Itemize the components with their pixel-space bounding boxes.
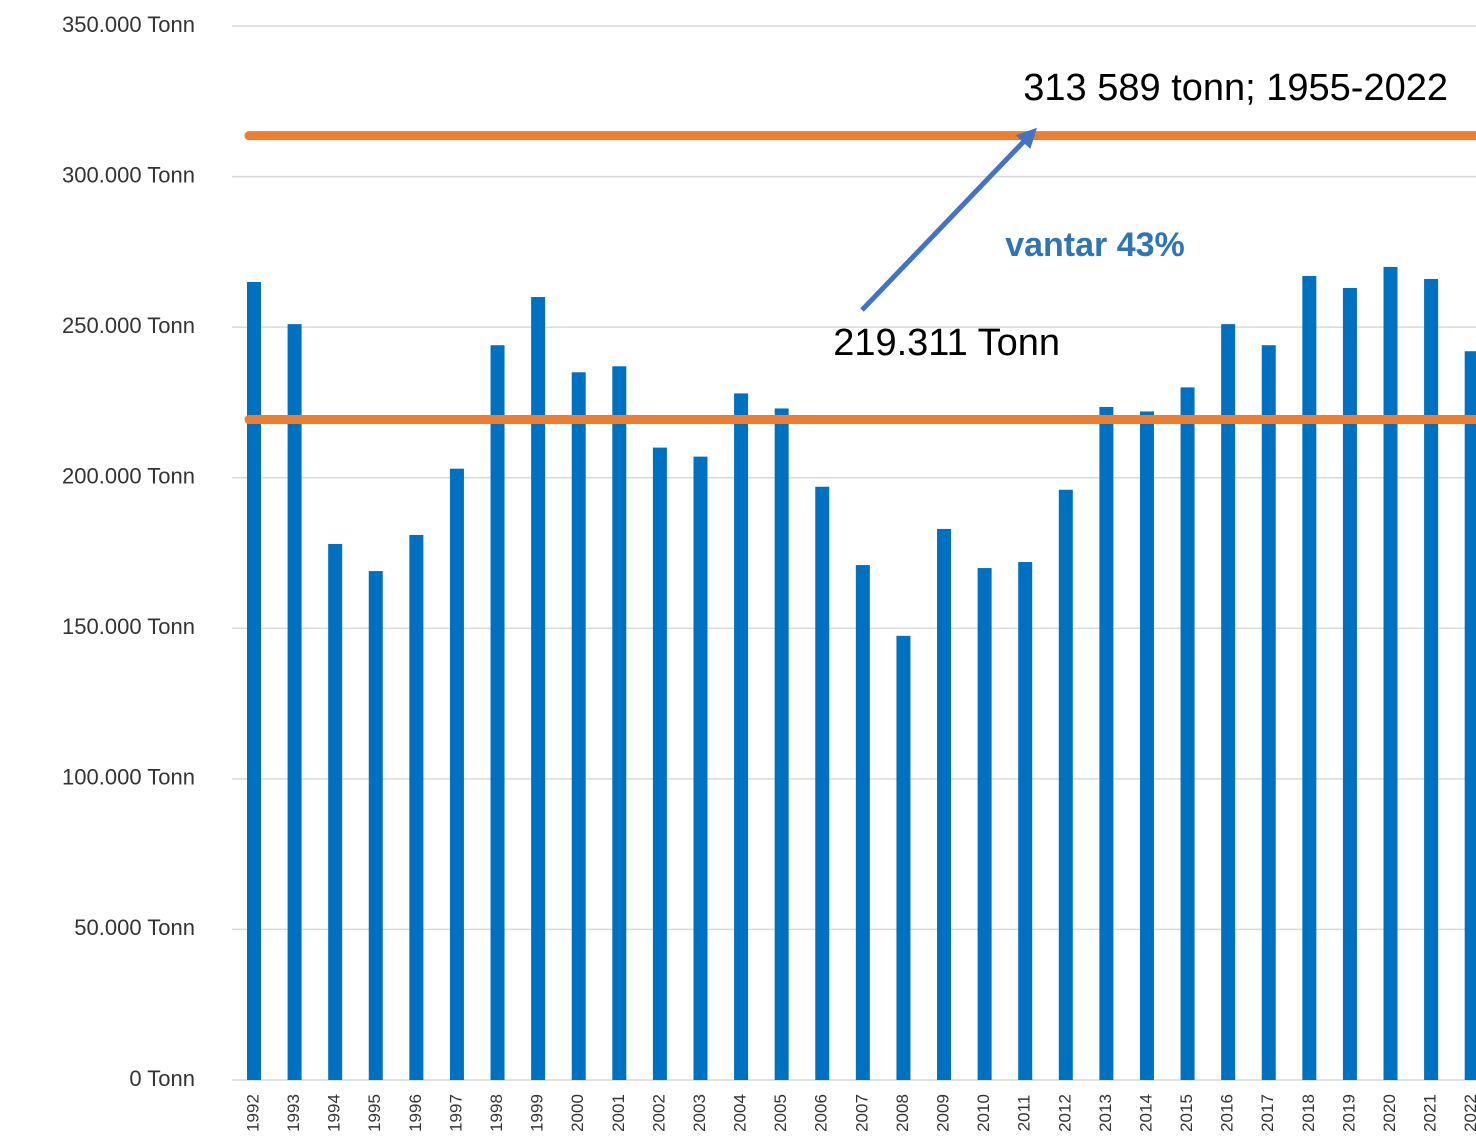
x-tick-label: 2008 xyxy=(893,1094,912,1132)
x-tick-label: 2015 xyxy=(1177,1094,1196,1132)
bar xyxy=(1464,351,1476,1081)
x-tick-label: 2000 xyxy=(568,1094,587,1132)
x-tick-label: 2005 xyxy=(771,1094,790,1132)
bar xyxy=(571,372,586,1080)
x-tick-label: 2002 xyxy=(649,1094,668,1132)
x-tick-label: 2013 xyxy=(1096,1094,1115,1132)
bar xyxy=(774,408,789,1080)
y-tick-label: 0 Tonn xyxy=(129,1066,195,1091)
y-tick-label: 200.000 Tonn xyxy=(62,464,195,489)
bar xyxy=(1424,278,1439,1081)
x-tick-label: 2007 xyxy=(852,1094,871,1132)
x-tick-label: 2003 xyxy=(690,1094,709,1132)
x-tick-label: 2021 xyxy=(1421,1094,1440,1132)
y-tick-label: 150.000 Tonn xyxy=(62,614,195,639)
y-tick-label: 300.000 Tonn xyxy=(62,162,195,187)
bar xyxy=(531,297,546,1080)
bar xyxy=(1221,324,1236,1080)
annotation: vantar 43% xyxy=(1005,226,1185,264)
x-tick-label: 1998 xyxy=(487,1094,506,1132)
bar xyxy=(287,324,302,1080)
bar xyxy=(1261,345,1276,1080)
y-tick-label: 250.000 Tonn xyxy=(62,313,195,338)
bars xyxy=(246,266,1476,1081)
x-tick-label: 2006 xyxy=(812,1094,831,1132)
x-tick-label: 1992 xyxy=(243,1094,262,1132)
bar xyxy=(693,456,708,1080)
x-tick-label: 1999 xyxy=(528,1094,547,1132)
x-tick-label: 2018 xyxy=(1299,1094,1318,1132)
bar xyxy=(328,543,343,1080)
bar xyxy=(1099,406,1114,1081)
bar xyxy=(1058,489,1073,1080)
x-tick-label: 2001 xyxy=(609,1094,628,1132)
x-tick-label: 2012 xyxy=(1055,1094,1074,1132)
x-tick-label: 2020 xyxy=(1380,1094,1399,1132)
bar xyxy=(409,534,424,1080)
x-tick-label: 2004 xyxy=(731,1094,750,1132)
x-tick-label: 2016 xyxy=(1218,1094,1237,1132)
bar xyxy=(1018,562,1033,1080)
grid xyxy=(232,25,1476,1081)
bar xyxy=(1302,275,1317,1080)
bar xyxy=(937,528,952,1080)
arrow xyxy=(860,127,1037,312)
bar xyxy=(612,366,627,1080)
x-tick-label: 2022 xyxy=(1461,1094,1476,1132)
bar xyxy=(1342,287,1357,1081)
bar xyxy=(734,393,749,1080)
x-tick-label: 1996 xyxy=(406,1094,425,1132)
reference-label: 313 589 tonn; 1955-2022 xyxy=(1023,67,1448,109)
y-tick-label: 50.000 Tonn xyxy=(74,915,195,940)
y-tick-label: 100.000 Tonn xyxy=(62,765,195,790)
bar xyxy=(246,281,261,1080)
bar xyxy=(1139,411,1154,1080)
bar xyxy=(815,486,830,1081)
x-tick-label: 2011 xyxy=(1015,1095,1034,1132)
x-tick-label: 2009 xyxy=(934,1094,953,1132)
bar xyxy=(855,565,870,1080)
bar xyxy=(368,571,383,1080)
x-tick-label: 1997 xyxy=(446,1094,465,1132)
bar xyxy=(490,345,505,1080)
bar xyxy=(1180,387,1195,1080)
x-tick-label: 1993 xyxy=(284,1094,303,1132)
x-tick-label: 2019 xyxy=(1339,1094,1358,1132)
x-tick-label: 1994 xyxy=(325,1094,344,1132)
bar xyxy=(896,635,911,1080)
x-tick-label: 2014 xyxy=(1136,1094,1155,1132)
reference-label: 219.311 Tonn xyxy=(833,322,1060,364)
x-tick-label: 2010 xyxy=(974,1094,993,1132)
x-tick-label: 1995 xyxy=(365,1094,384,1132)
bar xyxy=(652,447,667,1081)
x-tick-label: 2017 xyxy=(1258,1094,1277,1132)
bar xyxy=(449,468,464,1080)
bar xyxy=(1383,266,1398,1080)
y-tick-label: 350.000 Tonn xyxy=(62,12,195,37)
reference-lines xyxy=(244,131,1476,425)
bar xyxy=(977,568,992,1080)
